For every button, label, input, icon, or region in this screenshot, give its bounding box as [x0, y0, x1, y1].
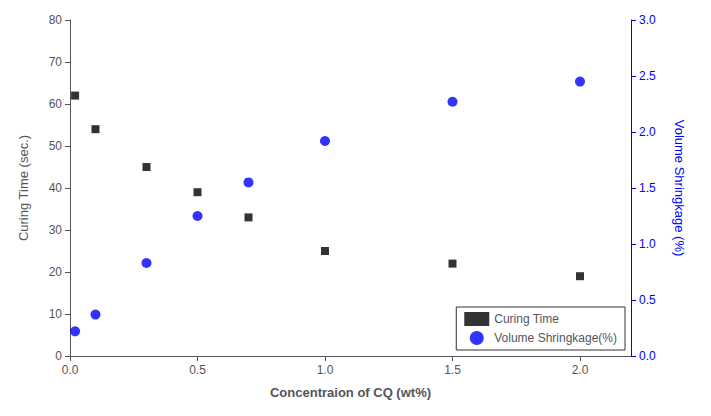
svg-text:2.0: 2.0: [572, 363, 589, 377]
svg-text:10: 10: [49, 307, 63, 321]
svg-text:Curing Time: Curing Time: [494, 312, 559, 326]
svg-text:Volume Shringkage(%): Volume Shringkage(%): [494, 331, 617, 345]
svg-text:20: 20: [49, 265, 63, 279]
svg-text:1.0: 1.0: [639, 237, 656, 251]
svg-text:0.0: 0.0: [639, 349, 656, 363]
svg-text:0.5: 0.5: [639, 293, 656, 307]
svg-text:60: 60: [49, 97, 63, 111]
svg-text:1.5: 1.5: [444, 363, 461, 377]
svg-text:80: 80: [49, 13, 63, 27]
svg-text:2.0: 2.0: [639, 125, 656, 139]
svg-text:0.0: 0.0: [62, 363, 79, 377]
svg-text:3.0: 3.0: [639, 13, 656, 27]
svg-text:70: 70: [49, 55, 63, 69]
svg-text:0.5: 0.5: [189, 363, 206, 377]
svg-text:50: 50: [49, 139, 63, 153]
svg-text:Concentraion of CQ (wt%): Concentraion of CQ (wt%): [270, 385, 431, 400]
svg-text:1.5: 1.5: [639, 181, 656, 195]
svg-text:40: 40: [49, 181, 63, 195]
svg-text:0: 0: [55, 349, 62, 363]
svg-text:Curing Time (sec.): Curing Time (sec.): [16, 135, 31, 241]
svg-text:2.5: 2.5: [639, 69, 656, 83]
svg-text:30: 30: [49, 223, 63, 237]
svg-text:Volume Shringkage (%): Volume Shringkage (%): [672, 120, 687, 257]
svg-text:1.0: 1.0: [317, 363, 334, 377]
